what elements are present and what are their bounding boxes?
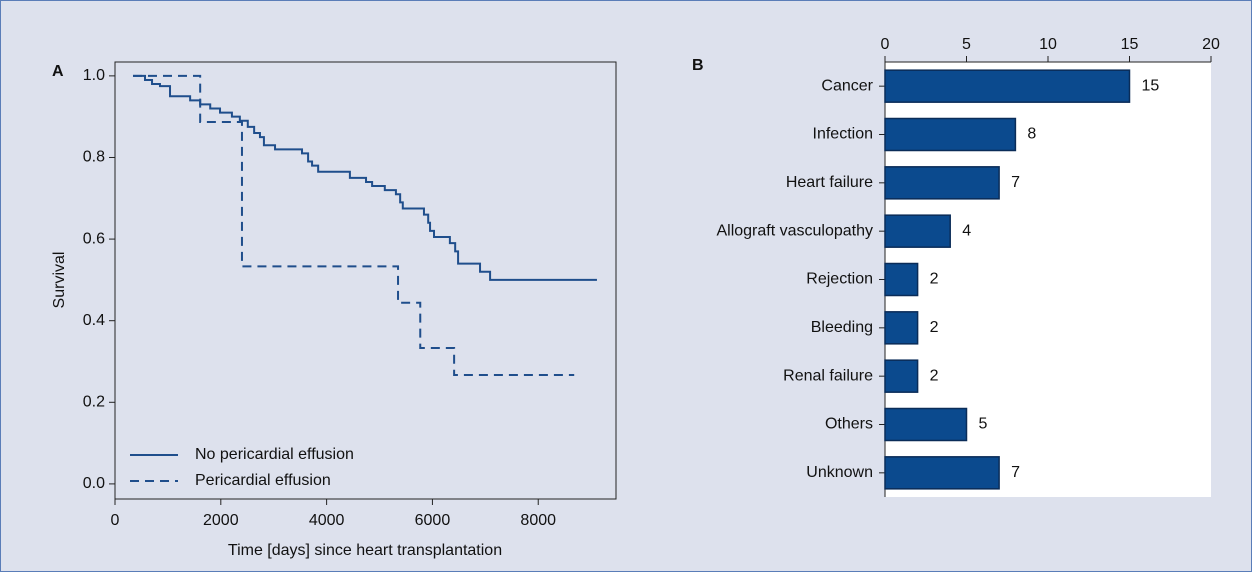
category-label: Infection [813,126,873,143]
value-label: 15 [1142,77,1160,94]
x-tick-label: 10 [1039,36,1057,53]
plot-area-a [114,61,617,500]
category-label: Others [825,416,873,433]
x-tick-label: 2000 [203,512,239,529]
value-label: 2 [930,319,939,336]
value-label: 2 [930,367,939,384]
panel-label: A [52,63,64,80]
bar [884,262,919,297]
value-label: 7 [1011,174,1020,191]
category-label: Bleeding [811,319,873,336]
y-tick-label: 0.0 [83,475,105,492]
x-tick-label: 15 [1121,36,1139,53]
category-label: Cancer [821,77,873,94]
bar [884,456,1000,490]
panel-label: B [692,57,704,74]
value-label: 5 [979,416,988,433]
bar [884,407,968,442]
bar [884,117,1017,152]
legend-label: Pericardial effusion [195,472,331,489]
category-label: Allograft vasculopathy [716,222,873,239]
x-tick-label: 5 [962,36,971,53]
y-axis-label: Survival [51,252,68,309]
x-axis-label: Time [days] since heart transplantation [228,542,502,559]
y-tick-label: 0.4 [83,312,105,329]
x-tick-label: 20 [1202,36,1220,53]
x-tick-label: 6000 [415,512,451,529]
category-label: Renal failure [783,367,873,384]
category-label: Heart failure [786,174,873,191]
y-tick-label: 0.8 [83,149,105,166]
category-label: Rejection [806,271,873,288]
bar [884,166,1000,200]
y-tick-label: 1.0 [83,67,105,84]
x-tick-label: 4000 [309,512,345,529]
value-label: 4 [962,222,971,239]
bar [884,311,919,345]
y-tick-label: 0.6 [83,230,105,247]
value-label: 8 [1027,126,1036,143]
value-label: 2 [930,271,939,288]
value-label: 7 [1011,464,1020,481]
x-tick-label: 0 [881,36,890,53]
bar [884,69,1131,103]
x-tick-label: 8000 [520,512,556,529]
x-tick-label: 0 [111,512,120,529]
bar [884,214,951,248]
survival-line [132,74,575,376]
category-label: Unknown [806,464,873,481]
legend-label: No pericardial effusion [195,446,354,463]
y-tick-label: 0.2 [83,394,105,411]
bar [884,359,919,393]
